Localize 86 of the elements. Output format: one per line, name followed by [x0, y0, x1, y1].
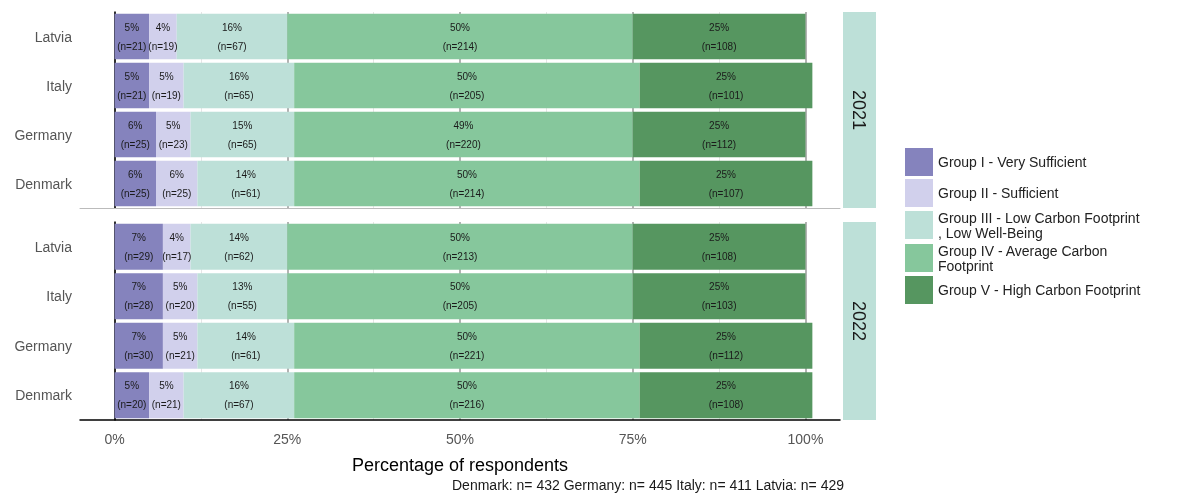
data-label: 4% (n=19) [148, 21, 178, 52]
y-tick-label: Latvia [34, 238, 73, 255]
data-label: 6% (n=25) [162, 168, 192, 199]
data-label: 5% (n=20) [165, 281, 195, 312]
text: 2022 [849, 300, 869, 342]
bar [197, 160, 295, 207]
data-label: 50% (n=205) [449, 70, 485, 101]
bar [287, 13, 633, 60]
data-label: 50% (n=221) [449, 330, 485, 361]
data-label: 25% (n=108) [701, 21, 737, 52]
bar [197, 322, 295, 369]
legend-label: Group II - Sufficient [938, 185, 1059, 201]
bar [294, 160, 640, 207]
y-tick-label: Italy [46, 288, 72, 305]
data-label: 13% (n=55) [227, 281, 257, 312]
data-label: 15% (n=65) [227, 119, 257, 150]
data-label: 5% (n=23) [158, 119, 188, 150]
data-label: 5% (n=21) [165, 330, 195, 361]
text: Denmark: n= 432 Germany: n= 445 Italy: n= 411 Latvia: n= 429 [452, 477, 845, 493]
y-tick-label: Italy [46, 77, 72, 94]
bar [294, 372, 640, 419]
data-label: 5% (n=21) [117, 70, 147, 101]
y-tick-label: Germany [14, 337, 72, 354]
bar [294, 322, 640, 369]
data-label: 7% (n=28) [124, 281, 154, 312]
bar [632, 111, 806, 158]
data-label: 5% (n=21) [117, 21, 147, 52]
x-tick-label: 25% [273, 431, 302, 447]
data-label: 25% (n=108) [708, 380, 744, 411]
bar [287, 223, 633, 270]
data-label: 25% (n=108) [701, 231, 737, 262]
data-label: 14% (n=62) [224, 231, 254, 262]
bar [639, 372, 813, 419]
y-tick-label: Denmark [15, 175, 73, 192]
bar [639, 160, 813, 207]
y-tick-label: Germany [14, 126, 72, 143]
bar [183, 62, 295, 109]
data-label: 6% (n=25) [120, 168, 150, 199]
data-label: 7% (n=29) [124, 231, 154, 262]
bar [197, 273, 288, 320]
legend-label: Group III - Low Carbon Footprint, Low Well-Being [938, 209, 1140, 241]
data-label: 50% (n=214) [442, 21, 478, 52]
bar [639, 62, 813, 109]
data-label: 25% (n=101) [708, 70, 744, 101]
data-label: 14% (n=61) [231, 168, 261, 199]
data-label: 7% (n=30) [124, 330, 154, 361]
text: 2021 [849, 89, 869, 131]
x-axis-title: Percentage of respondents [351, 455, 569, 475]
bar [183, 372, 295, 419]
data-label: 50% (n=216) [449, 380, 485, 411]
data-label: 25% (n=103) [701, 281, 737, 312]
bar [294, 111, 633, 158]
bar [190, 111, 295, 158]
legend-label: Group V - High Carbon Footprint [938, 282, 1141, 298]
data-label: 50% (n=214) [449, 168, 485, 199]
data-label: 4% (n=17) [162, 231, 192, 262]
legend-label: Group I - Very Sufficient [938, 154, 1087, 170]
bar [190, 223, 288, 270]
bar [632, 13, 806, 60]
y-tick-label: Denmark [15, 387, 73, 404]
data-label: 50% (n=205) [442, 281, 478, 312]
legend-label: Group IV - Average Carbon Footprint [938, 242, 1112, 274]
data-label: 5% (n=20) [117, 380, 147, 411]
data-label: 49% (n=220) [446, 119, 481, 150]
data-label: 25% (n=112) [702, 119, 737, 150]
data-label: 6% (n=25) [120, 119, 150, 150]
data-label: 25% (n=107) [708, 168, 744, 199]
data-label: 25% (n=112) [708, 330, 744, 361]
data-label: 14% (n=61) [231, 330, 261, 361]
bar [294, 62, 640, 109]
y-tick-label: Latvia [34, 28, 73, 45]
bar [632, 273, 806, 320]
data-label: 50% (n=213) [442, 231, 478, 262]
data-label: 16% (n=67) [224, 380, 254, 411]
data-label: 16% (n=65) [224, 70, 254, 101]
x-tick-label: 75% [618, 431, 647, 447]
data-label: 5% (n=21) [151, 380, 181, 411]
x-tick-label: 100% [787, 431, 824, 447]
bar [632, 223, 806, 270]
x-tick-label: 0% [104, 431, 125, 447]
data-label: 16% (n=67) [217, 21, 247, 52]
x-tick-label: 50% [445, 431, 475, 447]
bar [287, 273, 633, 320]
bar [176, 13, 288, 60]
data-label: 5% (n=19) [151, 70, 181, 101]
bar [639, 322, 813, 369]
